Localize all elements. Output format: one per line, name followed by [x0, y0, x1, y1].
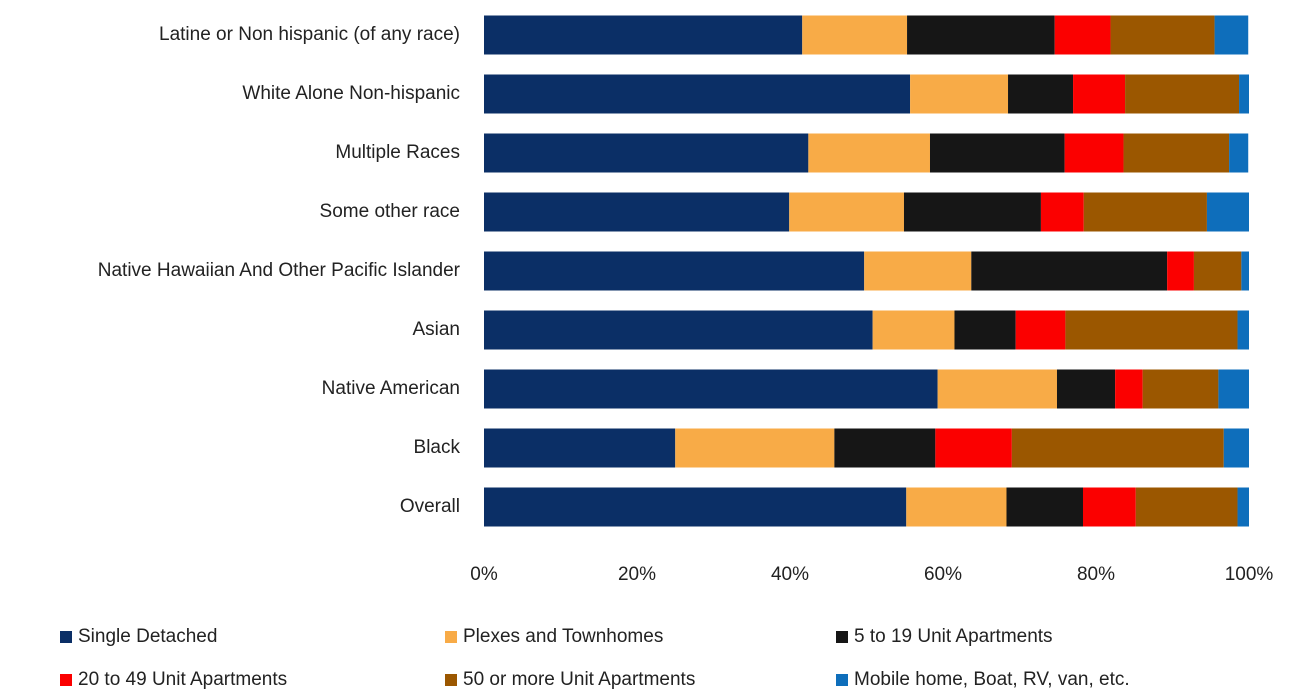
bar-segment	[872, 310, 955, 350]
legend-swatch	[836, 631, 848, 643]
bar-segment	[802, 15, 908, 55]
legend-label: 20 to 49 Unit Apartments	[78, 669, 287, 690]
bar-segment	[906, 487, 1007, 527]
x-tick-label: 60%	[924, 564, 962, 585]
x-tick-label: 100%	[1225, 564, 1274, 585]
bar-segment	[907, 15, 1055, 55]
legend-label: Plexes and Townhomes	[463, 626, 663, 647]
bar-segment	[1008, 74, 1074, 114]
bar-segment	[1040, 192, 1084, 232]
bar-segment	[910, 74, 1009, 114]
bar-segment	[954, 310, 1016, 350]
bar-segment	[1054, 15, 1111, 55]
bar-segment	[808, 133, 930, 173]
bar-segment	[935, 428, 1012, 468]
bar-segment	[1218, 369, 1249, 409]
bar-segment	[1083, 192, 1207, 232]
bar-segment	[1123, 133, 1230, 173]
bar-segment	[864, 251, 972, 291]
x-tick-label: 20%	[618, 564, 656, 585]
bar-segment	[1237, 310, 1249, 350]
legend-label: 50 or more Unit Apartments	[463, 669, 695, 690]
bar-segment	[484, 369, 938, 409]
bar-segment	[1006, 487, 1083, 527]
bar-segment	[789, 192, 904, 232]
legend-swatch	[445, 674, 457, 686]
bar-segment	[484, 15, 803, 55]
bar-segment	[484, 310, 873, 350]
x-tick-label: 40%	[771, 564, 809, 585]
y-tick-label: Native Hawaiian And Other Pacific Island…	[98, 260, 461, 281]
bar-segment	[1214, 15, 1249, 55]
bar-segment	[834, 428, 936, 468]
bar-segment	[484, 251, 865, 291]
y-tick-label: Overall	[400, 496, 460, 517]
y-tick-label: Latine or Non hispanic (of any race)	[159, 24, 460, 45]
bar-segment	[1064, 133, 1124, 173]
bar-segment	[1229, 133, 1249, 173]
bar-segment	[1110, 15, 1215, 55]
bar-segment	[484, 192, 790, 232]
legend-label: Single Detached	[78, 626, 217, 647]
bar-segment	[484, 428, 676, 468]
bar-segment	[675, 428, 835, 468]
bar-segment	[1082, 487, 1136, 527]
y-tick-label: Some other race	[320, 201, 460, 222]
y-tick-label: Multiple Races	[335, 142, 460, 163]
bar-segment	[971, 251, 1168, 291]
bar-segment	[1142, 369, 1219, 409]
bar-segment	[484, 133, 809, 173]
bar-segment	[1167, 251, 1194, 291]
legend-swatch	[445, 631, 457, 643]
bar-segment	[1135, 487, 1238, 527]
bar-segment	[1241, 251, 1249, 291]
bar-segment	[929, 133, 1065, 173]
bar-segment	[903, 192, 1041, 232]
legend-label: Mobile home, Boat, RV, van, etc.	[854, 669, 1130, 690]
bar-segment	[1206, 192, 1249, 232]
bar-segment	[484, 74, 911, 114]
bar-segment	[937, 369, 1057, 409]
y-tick-label: Black	[414, 437, 461, 458]
legend-label: 5 to 19 Unit Apartments	[854, 626, 1053, 647]
bar-segment	[1115, 369, 1143, 409]
x-tick-label: 80%	[1077, 564, 1115, 585]
bar-segment	[1125, 74, 1240, 114]
bar-segment	[1239, 74, 1249, 114]
bar-segment	[1223, 428, 1249, 468]
bar-segment	[484, 487, 907, 527]
bar-segment	[1237, 487, 1249, 527]
bar-segment	[1073, 74, 1126, 114]
legend-swatch	[836, 674, 848, 686]
bar-segment	[1015, 310, 1066, 350]
y-tick-label: Native American	[322, 378, 460, 399]
legend-swatch	[60, 631, 72, 643]
bar-segment	[1011, 428, 1224, 468]
bar-segment	[1193, 251, 1242, 291]
bar-segment	[1056, 369, 1116, 409]
y-tick-label: Asian	[412, 319, 460, 340]
y-tick-label: White Alone Non-hispanic	[242, 83, 460, 104]
x-tick-label: 0%	[470, 564, 498, 585]
bar-segment	[1065, 310, 1238, 350]
legend-swatch	[60, 674, 72, 686]
